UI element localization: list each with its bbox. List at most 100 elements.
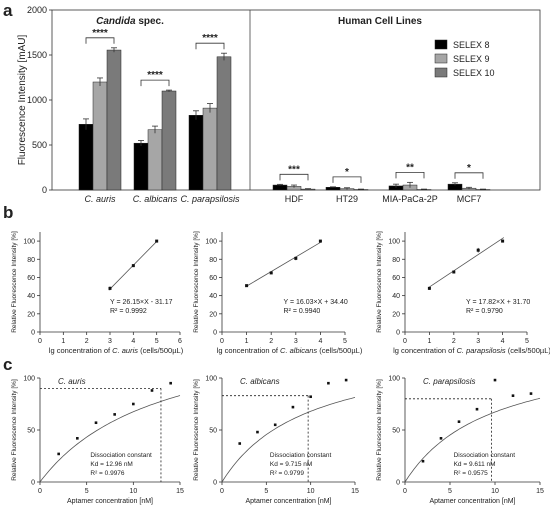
data-point (76, 437, 79, 440)
y-tick-label: 80 (209, 257, 217, 264)
x-axis-label: Aptamer concentration [nM] (67, 498, 153, 505)
x-tick-label: 4 (501, 338, 505, 345)
significance-label: * (467, 163, 471, 174)
y-tick-label: 100 (205, 239, 217, 246)
category-label: HDF (285, 194, 304, 204)
y-tick-label: 60 (209, 275, 217, 282)
x-axis-label: Aptamer concentration [nM] (430, 498, 516, 505)
binding-chart-c3: 0 5 10 15 0 50 100 Relative Fluorescence Intens… (376, 376, 544, 506)
group-title-human: Human Cell Lines (338, 16, 422, 27)
y-axis-label: Relative Fluorescence Intensity [%] (11, 231, 18, 333)
y-tick-label: 100 (388, 376, 400, 383)
data-point (475, 407, 479, 411)
significance-label: **** (147, 70, 163, 81)
y-tick-label: 80 (392, 257, 400, 264)
x-tick-label: 0 (220, 488, 224, 495)
y-tick-label: 0 (396, 480, 400, 487)
regression-line (427, 237, 505, 289)
data-point (457, 420, 461, 423)
x-tick-label: 0 (38, 338, 42, 345)
bar-chart-panel-a: 0 500 1000 1500 2000 Fluorescence Intensity [… (17, 5, 541, 204)
significance-bracket (395, 171, 425, 179)
y-tick-label-a: 500 (32, 140, 47, 150)
bar-selex10 (161, 90, 177, 191)
binding-curve (39, 395, 181, 483)
significance-label: **** (92, 28, 108, 39)
x-tick-label: 4 (131, 338, 135, 345)
category-label: MIA-PaCa-2P (382, 194, 438, 204)
category-label: C. albicans (133, 194, 178, 204)
y-tick-label-a: 1000 (27, 95, 47, 105)
bar-selex8 (133, 142, 149, 191)
x-axis-label: lg concentration of C. parapsilosis (cel… (393, 346, 550, 355)
x-tick-label: 1 (61, 338, 65, 345)
x-tick-label: 5 (85, 488, 89, 495)
binding-chart-c1: 0 5 10 15 0 50 100 Relative Fluorescence Intens… (11, 376, 184, 506)
data-point (511, 394, 515, 397)
data-point (245, 284, 249, 288)
bar-selex8 (78, 124, 94, 191)
y-tick-label: 50 (209, 428, 217, 435)
note-title: Dissociation constant (454, 452, 516, 459)
chart-title: C. auris (58, 377, 86, 386)
binding-curve (221, 397, 356, 483)
data-point (452, 270, 456, 274)
fit-equation: Y = 17.82×X + 31.70 (466, 299, 530, 306)
y-axis-label: Relative Fluorescence Intensity [%] (376, 379, 383, 481)
y-tick-label: 60 (27, 275, 35, 282)
y-axis-label: Relative Fluorescence Intensity [%] (376, 231, 383, 333)
data-point (318, 239, 322, 243)
data-point (501, 239, 505, 243)
y-tick-label: 40 (27, 293, 35, 300)
data-point (529, 392, 533, 395)
y-tick-label-a: 1500 (27, 50, 47, 60)
x-tick-label: 0 (403, 338, 407, 345)
scatter-chart-b2: 0 1 2 3 4 5 0 20 40 60 80 100 Relative Fluorescence … (193, 231, 363, 355)
chart-title: C. parapsilosis (423, 377, 475, 386)
fit-equation: Y = 16.03×X + 34.40 (284, 299, 348, 306)
significance-bracket (140, 79, 170, 87)
x-tick-label: 1 (427, 338, 431, 345)
data-point (291, 405, 295, 409)
note-kd: Kd = 9.715 nM (270, 461, 312, 468)
panel-label-b: b (3, 203, 13, 222)
bar-selex8 (188, 115, 204, 191)
y-tick-label: 40 (392, 293, 400, 300)
scatter-chart-b3: 0 1 2 3 4 5 0 20 40 60 80 100 Relative Fluorescence … (376, 231, 550, 355)
legend-label: SELEX 8 (453, 40, 490, 50)
data-point (150, 389, 154, 392)
fit-r-squared: R² = 0.9790 (466, 308, 503, 315)
y-tick-label: 100 (388, 239, 400, 246)
x-tick-label: 0 (403, 488, 407, 495)
data-point (427, 286, 431, 290)
data-point (327, 381, 330, 385)
regression-line (245, 241, 322, 288)
legend-label: SELEX 10 (453, 68, 495, 78)
x-axis-label: lg concentration of C. albicans (cells/5… (217, 346, 363, 355)
y-tick-label-a: 0 (42, 185, 47, 195)
chart-title: C. albicans (240, 377, 280, 386)
note-title: Dissociation constant (90, 452, 152, 459)
y-tick-label: 0 (31, 480, 35, 487)
x-axis-label: lg concentration of C. auris (cells/500µ… (49, 346, 184, 355)
fit-r-squared: R² = 0.9992 (110, 308, 147, 315)
bar-selex9 (147, 129, 163, 191)
data-point (113, 413, 116, 416)
y-axis-label-a: Fluorescence Intensity [mAU] (17, 34, 28, 165)
y-tick-label: 0 (396, 330, 400, 337)
legend-swatch (434, 39, 448, 50)
y-axis-label: Relative Fluorescence Intensity [%] (193, 379, 200, 481)
data-point (294, 256, 298, 260)
x-tick-label: 5 (525, 338, 529, 345)
data-point (131, 264, 135, 268)
y-tick-label: 50 (27, 428, 35, 435)
x-tick-label: 5 (343, 338, 347, 345)
x-tick-label: 10 (307, 488, 315, 495)
data-point (57, 452, 60, 456)
bar-selex10 (106, 49, 122, 191)
group-title-candida: Candida spec. (96, 16, 164, 27)
data-point (273, 423, 277, 427)
data-point (493, 378, 497, 382)
y-tick-label: 0 (213, 330, 217, 337)
